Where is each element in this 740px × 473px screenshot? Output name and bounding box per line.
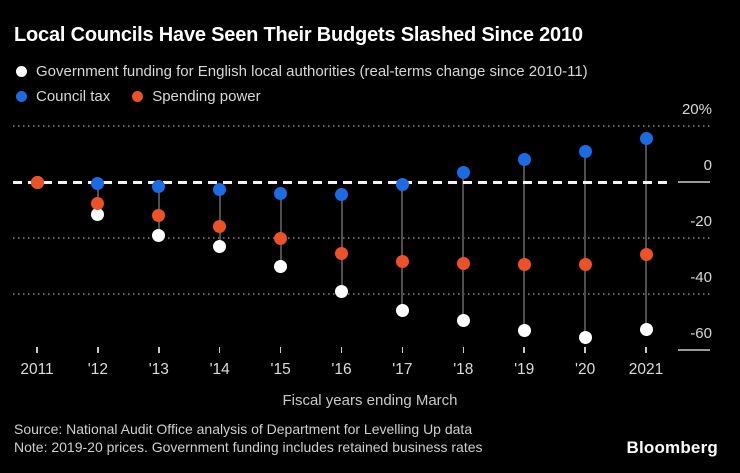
data-point <box>152 209 166 223</box>
data-point <box>335 188 348 202</box>
gridline <box>13 237 710 239</box>
data-point <box>639 322 653 336</box>
y-axis-tick-underline <box>678 181 710 183</box>
source-line: Source: National Audit Office analysis o… <box>14 421 473 437</box>
data-point <box>335 284 348 298</box>
gridline <box>13 125 710 127</box>
data-point <box>213 182 227 196</box>
data-point <box>395 255 409 269</box>
y-axis-tick-label: 0 <box>703 157 712 174</box>
y-axis-tick-label: -20 <box>690 213 712 230</box>
data-point <box>30 175 44 189</box>
x-axis-tick <box>158 347 160 353</box>
data-point <box>578 144 592 158</box>
data-point <box>456 256 470 270</box>
legend-row-1: Government funding for English local aut… <box>16 63 588 80</box>
stem-line <box>279 193 282 266</box>
data-point <box>335 246 348 260</box>
chart-title: Local Councils Have Seen Their Budgets S… <box>14 24 583 46</box>
data-point <box>91 207 105 221</box>
legend-item-spending-power: Spending power <box>132 88 261 105</box>
data-point <box>456 314 470 328</box>
zero-baseline <box>13 180 671 184</box>
government-funding-dot-icon <box>16 66 27 77</box>
x-axis-tick <box>523 347 525 353</box>
data-point <box>213 239 227 253</box>
x-axis-tick <box>340 347 343 353</box>
data-point <box>578 330 592 344</box>
stem-line <box>584 151 587 338</box>
stem-line <box>401 184 404 311</box>
x-axis-tick <box>584 347 586 353</box>
x-axis-tick-label: '19 <box>514 361 535 378</box>
data-point <box>274 231 288 245</box>
bloomberg-logo: Bloomberg <box>626 438 718 457</box>
x-axis-tick-label: '14 <box>209 361 230 378</box>
y-axis-tick-label: -40 <box>690 269 712 286</box>
y-axis-tick-label: -60 <box>690 325 712 342</box>
data-point <box>91 176 105 190</box>
x-axis-tick-label: '15 <box>270 361 291 378</box>
x-axis-tick-label: '20 <box>574 361 596 378</box>
note-line: Note: 2019-20 prices. Government funding… <box>14 439 483 455</box>
legend-label-council-tax: Council tax <box>36 88 111 105</box>
x-axis-tick-label: '18 <box>453 361 474 378</box>
council-tax-dot-icon <box>16 91 27 102</box>
x-axis-tick-label: '13 <box>148 361 169 378</box>
data-point <box>639 132 653 146</box>
footer-notes: Source: National Audit Office analysis o… <box>14 420 483 456</box>
spending-power-dot-icon <box>132 91 144 102</box>
stem-line <box>645 138 647 329</box>
data-point <box>274 259 288 273</box>
x-axis-tick-label: '16 <box>331 361 352 378</box>
x-axis-tick-label: 2021 <box>628 361 664 378</box>
y-axis-tick-underline <box>678 349 710 351</box>
x-axis-tick <box>279 347 282 353</box>
x-axis-tick-label: '17 <box>392 361 413 378</box>
data-point <box>517 323 531 337</box>
x-axis-tick-label: 2011 <box>20 361 54 378</box>
legend-label-government-funding: Government funding for English local aut… <box>36 63 588 80</box>
x-axis-tick <box>36 347 38 353</box>
x-axis-tick <box>218 347 221 353</box>
data-point <box>578 258 592 272</box>
data-point <box>456 165 470 179</box>
x-axis-tick <box>97 347 99 353</box>
legend-item-government-funding: Government funding for English local aut… <box>16 63 588 80</box>
legend-row-2: Council tax Spending power <box>16 88 261 105</box>
gridline <box>13 293 710 295</box>
data-point <box>152 179 166 193</box>
legend-label-spending-power: Spending power <box>152 88 261 105</box>
stem-line <box>523 159 526 331</box>
stem-line <box>218 189 221 247</box>
y-axis-tick-label: 20% <box>681 101 712 118</box>
x-axis-tick <box>401 347 404 353</box>
data-point <box>639 248 653 262</box>
legend-item-council-tax: Council tax <box>16 88 110 105</box>
data-point <box>152 228 166 242</box>
x-axis-tick-label: '12 <box>87 361 108 378</box>
x-axis-title: Fiscal years ending March <box>282 392 458 409</box>
data-point <box>213 220 227 234</box>
data-point <box>274 186 288 200</box>
data-point <box>395 304 409 318</box>
x-axis-tick <box>462 347 465 353</box>
data-point <box>395 178 409 192</box>
x-axis-tick <box>645 347 647 353</box>
data-point <box>517 153 531 167</box>
data-point <box>91 196 105 210</box>
stem-line <box>340 194 343 292</box>
stem-line <box>462 172 465 321</box>
data-point <box>517 258 531 272</box>
